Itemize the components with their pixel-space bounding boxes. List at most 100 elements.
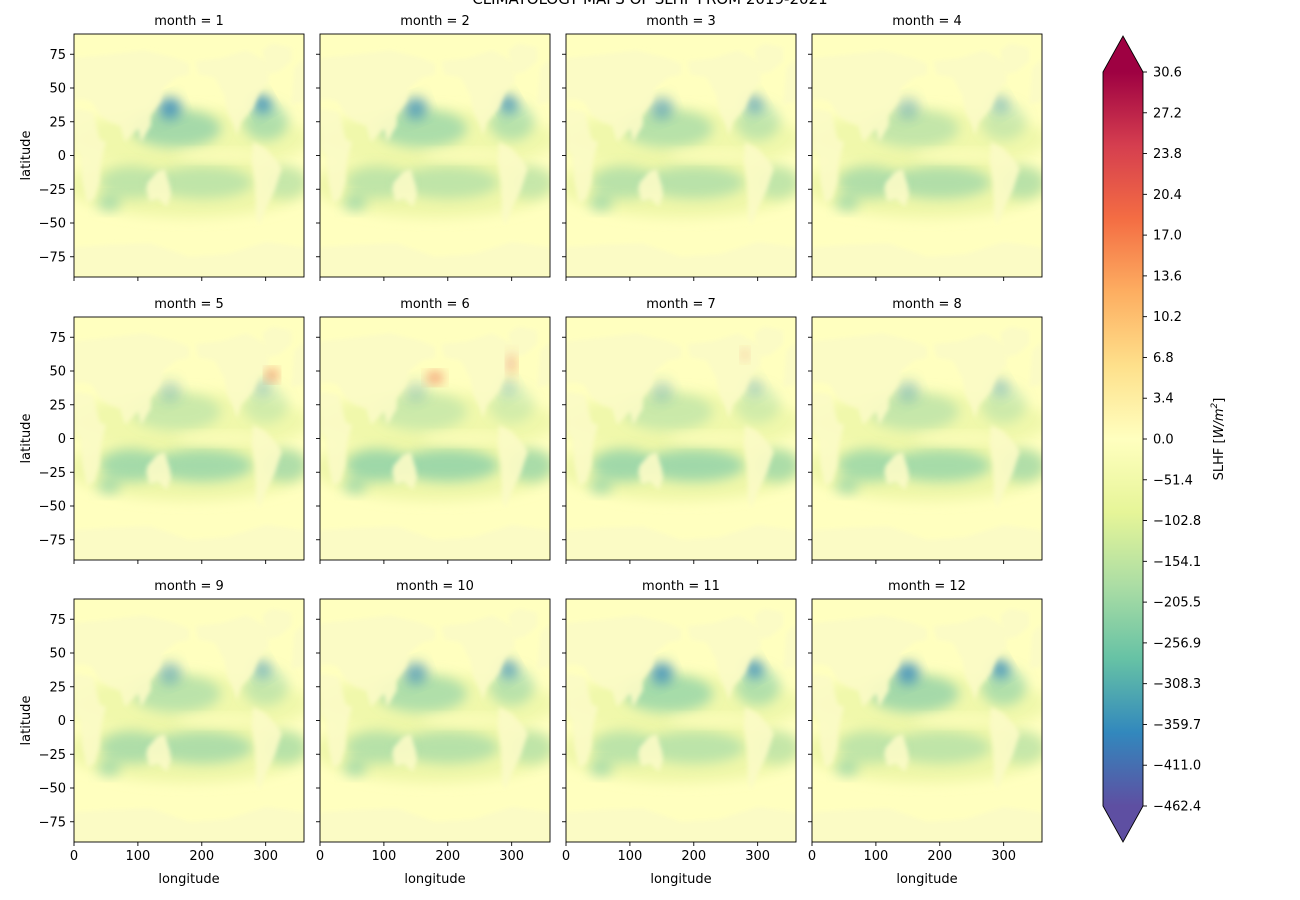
- land-australia: [146, 452, 172, 490]
- land-eurasia: [566, 333, 681, 425]
- x-tick-label: 100: [371, 849, 396, 864]
- land-eurasia: [566, 50, 681, 143]
- land-greenland: [262, 326, 292, 358]
- colorbar-tick-label: −411.0: [1153, 759, 1201, 774]
- panel-title: month = 2: [400, 14, 470, 29]
- map-field: [320, 317, 550, 560]
- colorbar-tick-label: 10.2: [1153, 310, 1182, 325]
- y-axis-label: latitude: [19, 414, 34, 464]
- map-panel-month-3: month = 3: [562, 14, 797, 281]
- colorbar-tick-label: −308.3: [1153, 677, 1201, 692]
- map-panel-month-1: month = 1 75 50 25 0 −25 −50 −75 latitude: [19, 14, 305, 281]
- y-tick-label: 0: [58, 714, 66, 729]
- x-axis-label: longitude: [158, 872, 219, 887]
- land-americaN: [933, 615, 1007, 701]
- land-eurasia: [74, 50, 189, 143]
- colorbar-tick-label: 6.8: [1153, 351, 1174, 366]
- y-tick-label: 25: [49, 680, 66, 695]
- land-americaN: [687, 615, 761, 701]
- land-greenland: [262, 608, 292, 640]
- land-eurasia: [74, 615, 189, 707]
- map-field: [74, 599, 304, 842]
- land-australia: [884, 734, 910, 772]
- land-eurasia: [320, 333, 435, 425]
- colorbar-tick-label: −102.8: [1153, 514, 1201, 529]
- land-africa: [320, 108, 352, 203]
- map-panel-month-12: month = 12 0 100 200 300 longitude: [808, 579, 1043, 887]
- land-eurasiaW: [291, 341, 304, 388]
- y-tick-label: −50: [39, 500, 66, 515]
- colorbar-tick-label: 3.4: [1153, 392, 1174, 407]
- colorbar-tick-label: 27.2: [1153, 106, 1182, 121]
- land-eurasiaW: [783, 623, 796, 670]
- land-africa: [812, 391, 844, 486]
- colorbar-tick-label: −51.4: [1153, 473, 1193, 488]
- x-tick-label: 100: [863, 849, 888, 864]
- land-americaS: [743, 142, 774, 226]
- panel-title: month = 3: [646, 14, 716, 29]
- y-tick-label: −75: [39, 533, 66, 548]
- y-tick-label: −75: [39, 250, 66, 265]
- y-tick-label: −25: [39, 183, 66, 198]
- map-field: [566, 599, 796, 842]
- map-panel-month-7: month = 7: [562, 297, 797, 564]
- panel-title: month = 10: [396, 579, 474, 594]
- colorbar-tick-label: 13.6: [1153, 269, 1182, 284]
- land-eurasia: [320, 615, 435, 707]
- land-eurasiaW: [537, 623, 550, 670]
- map-field: [320, 34, 550, 277]
- land-eurasiaW: [291, 623, 304, 670]
- land-antarctica: [74, 241, 304, 277]
- land-eurasia: [812, 615, 927, 707]
- land-antarctica: [74, 524, 304, 560]
- land-australia: [392, 734, 418, 772]
- map-panel-month-10: month = 10 0 100 200 300 longitude: [316, 579, 551, 887]
- land-eurasiaW: [291, 58, 304, 105]
- land-antarctica: [812, 524, 1042, 560]
- map-panel-month-5: month = 5 75 50 25 0 −25 −50 −75 latitude: [19, 297, 305, 564]
- map-panel-month-2: month = 2: [316, 14, 551, 281]
- land-eurasiaW: [783, 341, 796, 388]
- y-tick-label: −50: [39, 782, 66, 797]
- land-africa: [74, 673, 106, 768]
- panel-title: month = 6: [400, 297, 470, 312]
- colorbar-tick-label: −359.7: [1153, 718, 1201, 733]
- land-antarctica: [320, 524, 550, 560]
- land-greenland: [1000, 326, 1030, 358]
- y-tick-label: 75: [49, 613, 66, 628]
- x-axis-label: longitude: [404, 872, 465, 887]
- land-greenland: [1000, 608, 1030, 640]
- land-australia: [146, 169, 172, 207]
- land-antarctica: [566, 241, 796, 277]
- land-eurasia: [812, 333, 927, 425]
- land-antarctica: [812, 241, 1042, 277]
- land-eurasiaW: [1029, 341, 1042, 388]
- map-field: [566, 317, 796, 560]
- land-australia: [884, 452, 910, 490]
- x-tick-label: 300: [745, 849, 770, 864]
- land-australia: [146, 734, 172, 772]
- panel-title: month = 8: [892, 297, 962, 312]
- land-africa: [320, 673, 352, 768]
- y-tick-label: 75: [49, 48, 66, 63]
- panel-title: month = 12: [888, 579, 966, 594]
- land-australia: [638, 452, 664, 490]
- land-americaN: [441, 333, 515, 419]
- x-tick-label: 200: [927, 849, 952, 864]
- figure-title: CLIMATOLOGY MAPS OF SLHF FROM 2019-2021: [472, 0, 827, 8]
- colorbar-tick-label: 0.0: [1153, 433, 1174, 448]
- colorbar-tick-label: 17.0: [1153, 229, 1182, 244]
- land-eurasia: [320, 50, 435, 143]
- land-greenland: [508, 326, 538, 358]
- land-greenland: [754, 326, 784, 358]
- land-americaS: [251, 425, 282, 509]
- x-tick-label: 200: [435, 849, 460, 864]
- land-eurasia: [566, 615, 681, 707]
- y-tick-label: 50: [49, 82, 66, 97]
- land-eurasia: [74, 333, 189, 425]
- land-africa: [74, 108, 106, 203]
- map-panel-month-8: month = 8: [808, 297, 1043, 564]
- map-panel-month-4: month = 4: [808, 14, 1043, 281]
- colorbar-extend-min: [1103, 806, 1143, 842]
- x-tick-label: 0: [808, 849, 816, 864]
